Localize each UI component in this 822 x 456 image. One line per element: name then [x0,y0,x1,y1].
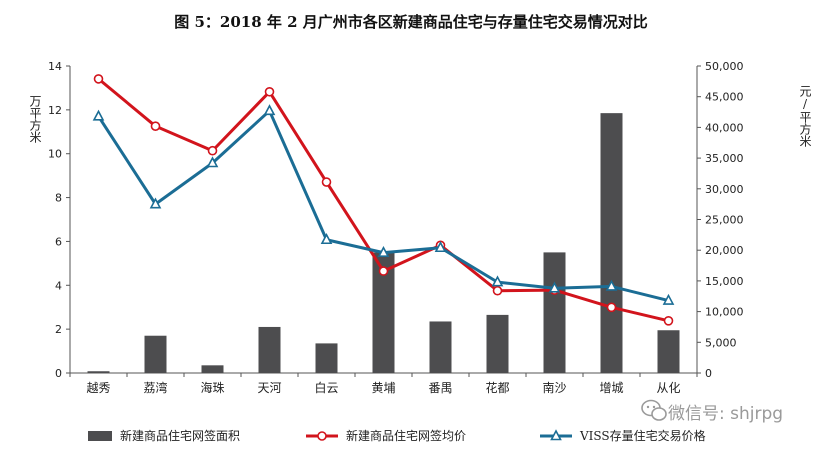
legend-circle-marker [317,431,327,441]
category-label: 黄埔 [371,381,395,395]
legend-label: 新建商品住宅网签均价 [346,428,466,443]
left-tick-label: 14 [48,60,62,73]
circle-marker [93,74,104,84]
right-tick-label: 25,000 [705,214,744,227]
triangle-marker [92,109,105,121]
left-tick-label: 0 [55,367,62,380]
bar [87,371,110,373]
line-series [92,74,675,326]
bar [144,335,167,373]
left-axis-unit-label: 万平方米 [28,95,42,143]
legend-triangle-marker [550,429,562,441]
category-label: 花都 [485,380,509,395]
circle-marker [150,121,161,131]
chart-title: 图 5：2018 年 2 月广州市各区新建商品住宅与存量住宅交易情况对比 [174,13,648,31]
left-tick-label: 12 [48,104,62,117]
left-tick-label: 8 [55,192,62,205]
right-tick-label: 50,000 [705,60,744,73]
bar [429,321,452,373]
right-tick-label: 15,000 [705,275,744,288]
right-axis-unit-label: 元/平方米 [798,85,812,147]
triangle-marker [491,275,504,287]
category-label: 海珠 [200,380,224,395]
circle-marker [663,316,674,326]
right-tick-label: 35,000 [705,152,744,165]
watermark-text: 微信号: shjrpg [668,404,783,424]
watermark: 微信号: shjrpg [641,399,783,424]
triangle-marker [149,197,162,209]
triangle-marker [206,156,219,168]
bar [543,252,566,373]
axes: 0 2 4 6 8 10 12 14 0 5,000 10,000 15,000 20,000 25,00… [48,60,744,395]
left-tick-label: 10 [48,148,62,161]
triangle-marker [605,279,618,291]
category-label: 增城 [599,381,623,395]
legend-bar-swatch [88,431,112,441]
category-label: 南沙 [542,380,566,395]
legend-label: VISS存量住宅交易价格 [579,428,706,443]
bar-series [87,113,680,374]
triangle-marker [320,233,333,245]
bar [600,113,623,374]
left-tick-label: 2 [55,323,62,336]
category-label: 越秀 [86,381,110,395]
right-tick-label: 40,000 [705,121,744,134]
category-label: 天河 [257,381,281,395]
triangle-marker [434,241,447,253]
triangle-marker [377,245,390,257]
right-tick-label: 30,000 [705,183,744,196]
circle-marker [606,302,617,313]
legend: 新建商品住宅网签面积 新建商品住宅网签均价 VISS存量住宅交易价格 [88,428,706,443]
right-tick-label: 10,000 [705,306,744,319]
legend-label: 新建商品住宅网签面积 [120,428,240,443]
right-tick-label: 20,000 [705,244,744,257]
circle-marker [492,285,503,296]
bar [486,314,509,373]
bar [201,365,224,373]
left-tick-label: 4 [55,279,62,292]
category-label: 番禺 [428,381,452,395]
circle-marker [207,145,218,156]
triangle-marker [548,281,561,293]
triangle-marker [263,104,276,116]
circle-marker [378,266,389,276]
category-label: 荔湾 [143,380,167,395]
bar [258,326,281,373]
right-tick-label: 0 [705,367,712,380]
category-label: 从化 [656,381,680,395]
category-label: 白云 [314,380,338,395]
bar [372,252,395,373]
circle-marker [264,86,275,97]
bar [657,330,680,373]
left-axis-unit: 万平方米 [28,95,42,143]
bar [315,343,338,373]
circle-marker [321,177,332,187]
right-tick-label: 45,000 [705,91,744,104]
right-tick-label: 5,000 [705,336,737,349]
wechat-icon [641,399,667,421]
triangle-marker [662,293,675,305]
left-tick-label: 6 [55,235,62,248]
right-axis-unit: 元/平方米 [798,85,812,147]
